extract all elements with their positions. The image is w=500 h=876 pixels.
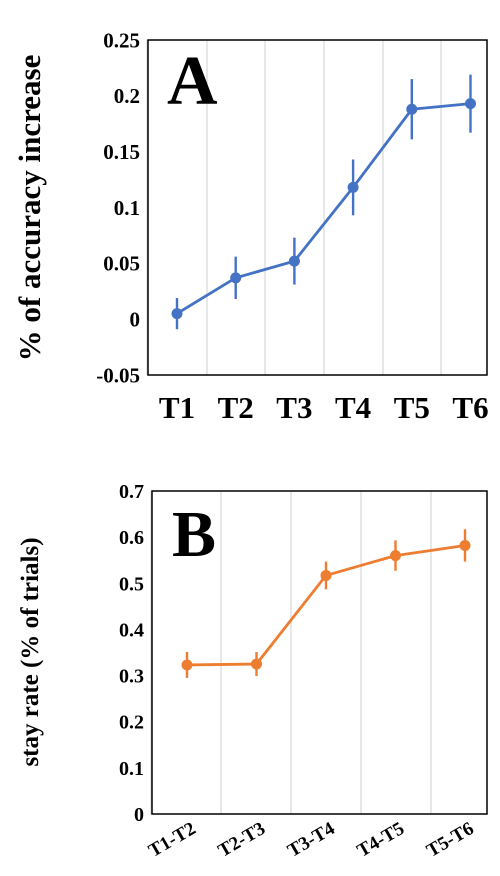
panel-b-data-point	[459, 539, 471, 551]
panel-b-ytick-label: 0.5	[119, 573, 144, 595]
panel-a-letter: A	[167, 43, 218, 120]
panel-a-ytick-label: -0.05	[96, 363, 140, 387]
panel-a-series-line	[176, 102, 471, 315]
panel-a-data-point	[465, 98, 476, 110]
panel-a-ytick-label: 0.2	[114, 84, 140, 108]
panel-a-data-point	[171, 308, 183, 320]
panel-b-data-point	[320, 569, 332, 581]
panel-b-ytick-label: 0.7	[119, 481, 144, 503]
panel-a-ytick-label: 0.05	[103, 252, 140, 276]
panel-a-ytick-label: 0.15	[103, 140, 140, 164]
panel-b-stay-rate-chart: 0 0.1 0.2 0.3 0.4 0.5 0.6 0.7 T1-T2 T2-T3 T3-T4 T4-…	[17, 481, 488, 862]
panel-b-ytick-label: 0.4	[119, 619, 144, 641]
panel-b-ytick-label: 0.3	[119, 666, 144, 688]
panel-a-data-point	[230, 272, 242, 284]
panel-b-xtick-label: T3-T4	[284, 818, 339, 862]
panel-b-ytick-label: 0.6	[119, 527, 144, 549]
panel-b-ytick-label: 0	[134, 804, 144, 826]
panel-b-data-point	[181, 659, 193, 671]
panel-a-xtick-label: T6	[452, 390, 488, 425]
panel-b-data-point	[251, 658, 262, 670]
panel-a-ytick-label: 0.1	[114, 196, 140, 220]
panel-a-ylabel: % of accuracy increase	[12, 55, 47, 362]
panel-b-letter: B	[172, 498, 216, 571]
panel-b-ylabel: stay rate (% of trials)	[17, 537, 44, 766]
panel-a-plot-frame	[147, 39, 488, 376]
panel-a-data-point	[288, 255, 300, 267]
panel-b-xtick-label: T5-T6	[423, 818, 477, 862]
panel-b-xtick-label: T1-T2	[145, 818, 199, 862]
panel-b-xtick-label: T4-T5	[354, 818, 408, 862]
panel-a-data-point	[347, 181, 359, 193]
panel-a-xtick-label: T1	[159, 390, 195, 425]
panel-a-data-point	[406, 103, 418, 115]
panel-a-ytick-label: 0.25	[103, 28, 140, 52]
panel-b-ytick-label: 0.2	[119, 712, 144, 734]
panel-a-xtick-label: T3	[276, 390, 312, 425]
panel-b-ytick-label: 0.1	[119, 758, 144, 780]
panel-b-data-point	[390, 550, 401, 562]
panel-a-xtick-label: T5	[394, 390, 430, 425]
panel-a-xtick-label: T2	[218, 390, 254, 425]
panel-a-accuracy-chart: -0.05 0 0.05 0.1 0.15 0.2 0.25 T1 T2 T3 T4 T5 T6 A % o…	[12, 28, 489, 425]
panel-a-ytick-label: 0	[130, 308, 141, 332]
panel-b-plot-frame	[151, 490, 488, 815]
panel-b-xtick-label: T2-T3	[215, 818, 269, 862]
panel-a-xtick-label: T4	[335, 390, 371, 425]
